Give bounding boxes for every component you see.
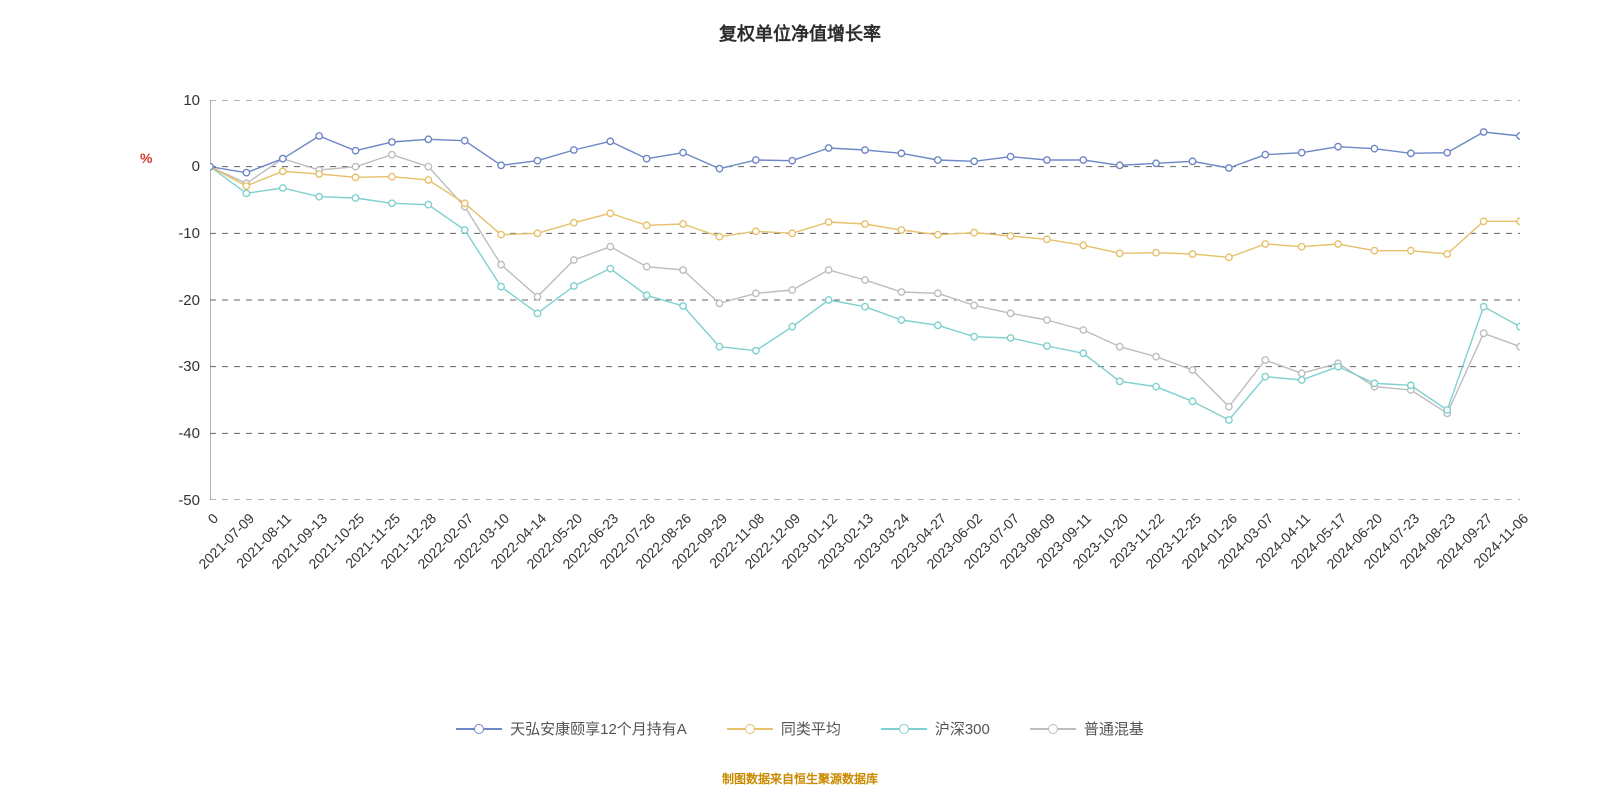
y-tick-label: -30 bbox=[178, 358, 200, 375]
legend-item: 同类平均 bbox=[727, 718, 841, 739]
legend-label: 沪深300 bbox=[935, 718, 990, 739]
y-tick-label: 0 bbox=[192, 158, 200, 175]
legend-item: 普通混基 bbox=[1030, 718, 1144, 739]
legend-swatch bbox=[727, 722, 773, 736]
legend-label: 同类平均 bbox=[781, 718, 841, 739]
legend-swatch bbox=[456, 722, 502, 736]
legend-item: 沪深300 bbox=[881, 718, 990, 739]
legend-swatch bbox=[881, 722, 927, 736]
y-tick-label: -50 bbox=[178, 492, 200, 509]
y-tick-label: 10 bbox=[183, 92, 200, 109]
y-tick-label: -20 bbox=[178, 292, 200, 309]
y-tick-label: -40 bbox=[178, 425, 200, 442]
y-tick-label: -10 bbox=[178, 225, 200, 242]
line-chart bbox=[210, 100, 1520, 500]
y-axis-unit: % bbox=[140, 150, 152, 166]
chart-title: 复权单位净值增长率 bbox=[0, 20, 1600, 46]
chart-attribution: 制图数据来自恒生聚源数据库 bbox=[0, 770, 1600, 787]
legend-item: 天弘安康颐享12个月持有A bbox=[456, 718, 687, 739]
legend-swatch bbox=[1030, 722, 1076, 736]
legend-label: 普通混基 bbox=[1084, 718, 1144, 739]
legend-label: 天弘安康颐享12个月持有A bbox=[510, 718, 687, 739]
chart-legend: 天弘安康颐享12个月持有A 同类平均 沪深300 普通混基 bbox=[0, 718, 1600, 739]
